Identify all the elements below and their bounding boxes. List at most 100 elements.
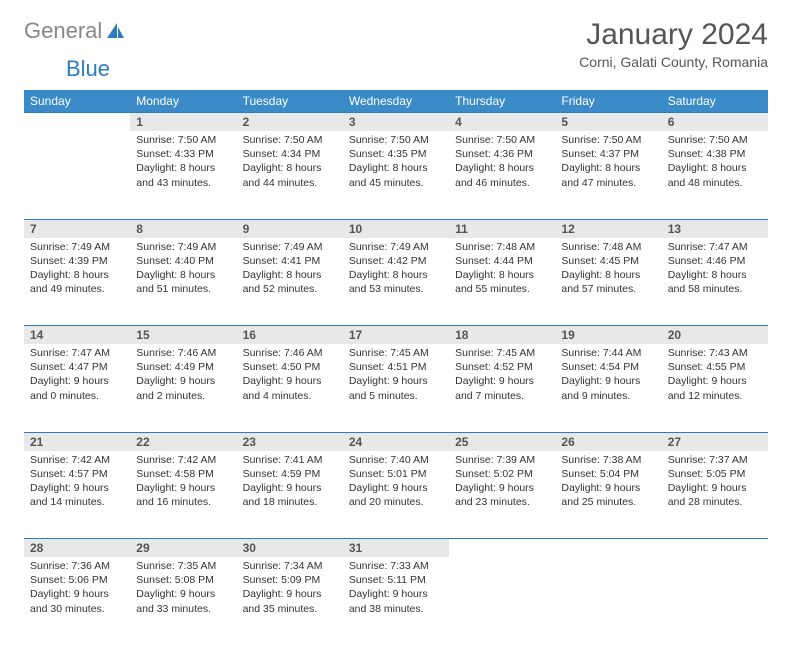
day-number: 15 xyxy=(130,326,236,345)
sunset-text: Sunset: 4:57 PM xyxy=(30,467,124,481)
day-number: 24 xyxy=(343,432,449,451)
day-cell: Sunrise: 7:49 AMSunset: 4:41 PMDaylight:… xyxy=(237,238,343,326)
day-cell: Sunrise: 7:50 AMSunset: 4:35 PMDaylight:… xyxy=(343,131,449,219)
day-cell: Sunrise: 7:50 AMSunset: 4:38 PMDaylight:… xyxy=(662,131,768,219)
daylight-text-1: Daylight: 9 hours xyxy=(349,587,443,601)
day-number: 8 xyxy=(130,219,236,238)
sunrise-text: Sunrise: 7:45 AM xyxy=(349,346,443,360)
day-number: 6 xyxy=(662,113,768,132)
daylight-text-2: and 52 minutes. xyxy=(243,282,337,296)
daylight-text-1: Daylight: 9 hours xyxy=(243,587,337,601)
day-number: 18 xyxy=(449,326,555,345)
daylight-text-1: Daylight: 8 hours xyxy=(455,161,549,175)
day-number: 11 xyxy=(449,219,555,238)
daylight-text-2: and 53 minutes. xyxy=(349,282,443,296)
day-cell: Sunrise: 7:50 AMSunset: 4:34 PMDaylight:… xyxy=(237,131,343,219)
daylight-text-2: and 43 minutes. xyxy=(136,176,230,190)
daylight-text-1: Daylight: 8 hours xyxy=(243,161,337,175)
day-number: 31 xyxy=(343,539,449,558)
daylight-text-1: Daylight: 8 hours xyxy=(668,268,762,282)
day-number: 14 xyxy=(24,326,130,345)
daylight-text-1: Daylight: 9 hours xyxy=(561,481,655,495)
day-cell: Sunrise: 7:44 AMSunset: 4:54 PMDaylight:… xyxy=(555,344,661,432)
day-cell: Sunrise: 7:49 AMSunset: 4:42 PMDaylight:… xyxy=(343,238,449,326)
day-header-row: Sunday Monday Tuesday Wednesday Thursday… xyxy=(24,90,768,113)
day-cell: Sunrise: 7:35 AMSunset: 5:08 PMDaylight:… xyxy=(130,557,236,645)
sunset-text: Sunset: 4:40 PM xyxy=(136,254,230,268)
daylight-text-2: and 45 minutes. xyxy=(349,176,443,190)
daylight-text-2: and 49 minutes. xyxy=(30,282,124,296)
daylight-text-2: and 55 minutes. xyxy=(455,282,549,296)
day-header: Sunday xyxy=(24,90,130,113)
sunrise-text: Sunrise: 7:35 AM xyxy=(136,559,230,573)
day-cell: Sunrise: 7:43 AMSunset: 4:55 PMDaylight:… xyxy=(662,344,768,432)
daylight-text-2: and 0 minutes. xyxy=(30,389,124,403)
day-cell xyxy=(662,557,768,645)
daylight-text-2: and 30 minutes. xyxy=(30,602,124,616)
sunrise-text: Sunrise: 7:50 AM xyxy=(243,133,337,147)
day-number: 29 xyxy=(130,539,236,558)
daylight-text-2: and 57 minutes. xyxy=(561,282,655,296)
sunrise-text: Sunrise: 7:34 AM xyxy=(243,559,337,573)
logo: General xyxy=(24,18,126,44)
daylight-text-1: Daylight: 9 hours xyxy=(455,481,549,495)
day-header: Monday xyxy=(130,90,236,113)
sunset-text: Sunset: 4:52 PM xyxy=(455,360,549,374)
sunrise-text: Sunrise: 7:43 AM xyxy=(668,346,762,360)
sunset-text: Sunset: 5:05 PM xyxy=(668,467,762,481)
day-header: Wednesday xyxy=(343,90,449,113)
day-cell: Sunrise: 7:50 AMSunset: 4:33 PMDaylight:… xyxy=(130,131,236,219)
day-cell xyxy=(449,557,555,645)
sunset-text: Sunset: 5:04 PM xyxy=(561,467,655,481)
day-cell: Sunrise: 7:40 AMSunset: 5:01 PMDaylight:… xyxy=(343,451,449,539)
daylight-text-1: Daylight: 8 hours xyxy=(30,268,124,282)
daynum-row: 21222324252627 xyxy=(24,432,768,451)
daylight-text-1: Daylight: 9 hours xyxy=(668,481,762,495)
content-row: Sunrise: 7:42 AMSunset: 4:57 PM Daylight:… xyxy=(24,451,768,539)
sunrise-text: Sunrise: 7:50 AM xyxy=(561,133,655,147)
daylight-text-2: and 12 minutes. xyxy=(668,389,762,403)
day-cell xyxy=(24,131,130,219)
daylight-text-1: Daylight: 9 hours xyxy=(136,374,230,388)
sunset-text: Sunset: 5:02 PM xyxy=(455,467,549,481)
sunset-text: Sunset: 5:09 PM xyxy=(243,573,337,587)
day-cell: Sunrise: 7:48 AMSunset: 4:45 PMDaylight:… xyxy=(555,238,661,326)
daylight-text-2: and 20 minutes. xyxy=(349,495,443,509)
sunset-text: Sunset: 4:35 PM xyxy=(349,147,443,161)
sunrise-text: Sunrise: 7:42 AM xyxy=(30,453,124,467)
day-number: 20 xyxy=(662,326,768,345)
daylight-text-1: Daylight: 9 hours xyxy=(349,374,443,388)
sunrise-text: Sunrise: 7:49 AM xyxy=(30,240,124,254)
sunset-text: Sunset: 4:42 PM xyxy=(349,254,443,268)
daylight-text-2: and 5 minutes. xyxy=(349,389,443,403)
daylight-text-1: Daylight: 8 hours xyxy=(136,268,230,282)
sunset-text: Sunset: 5:11 PM xyxy=(349,573,443,587)
sunrise-text: Sunrise: 7:36 AM xyxy=(30,559,124,573)
day-number: 26 xyxy=(555,432,661,451)
content-row: Sunrise: 7:49 AMSunset: 4:39 PMDaylight:… xyxy=(24,238,768,326)
sunset-text: Sunset: 5:06 PM xyxy=(30,573,124,587)
daylight-text-2: and 14 minutes. xyxy=(30,495,124,509)
sunrise-text: Sunrise: 7:49 AM xyxy=(136,240,230,254)
day-number: 13 xyxy=(662,219,768,238)
daylight-text-1: Daylight: 8 hours xyxy=(561,161,655,175)
day-number xyxy=(555,539,661,558)
daylight-text-2: and 46 minutes. xyxy=(455,176,549,190)
day-number xyxy=(449,539,555,558)
sunset-text: Sunset: 4:59 PM xyxy=(243,467,337,481)
daylight-text-2: and 9 minutes. xyxy=(561,389,655,403)
daylight-text-2: and 48 minutes. xyxy=(668,176,762,190)
daylight-text-2: and 25 minutes. xyxy=(561,495,655,509)
daylight-text-1: Daylight: 8 hours xyxy=(668,161,762,175)
sunrise-text: Sunrise: 7:46 AM xyxy=(243,346,337,360)
sunset-text: Sunset: 4:55 PM xyxy=(668,360,762,374)
daylight-text-1: Daylight: 8 hours xyxy=(349,161,443,175)
sunset-text: Sunset: 4:51 PM xyxy=(349,360,443,374)
day-cell: Sunrise: 7:33 AMSunset: 5:11 PMDaylight:… xyxy=(343,557,449,645)
day-number: 17 xyxy=(343,326,449,345)
day-number: 10 xyxy=(343,219,449,238)
sunset-text: Sunset: 4:54 PM xyxy=(561,360,655,374)
day-cell: Sunrise: 7:36 AMSunset: 5:06 PMDaylight:… xyxy=(24,557,130,645)
sunset-text: Sunset: 4:36 PM xyxy=(455,147,549,161)
logo-text-blue: Blue xyxy=(66,56,110,82)
